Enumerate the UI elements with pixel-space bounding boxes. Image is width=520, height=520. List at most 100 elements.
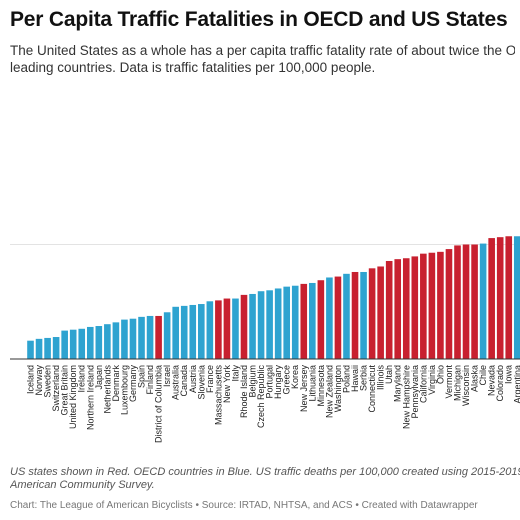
tick-label-united-kingdom: United Kingdom [68,365,78,429]
tick-label-czech-republic: Czech Republic [256,365,266,429]
tick-label-iowa: Iowa [504,365,514,384]
bar-argentina [513,236,520,359]
bar-luxembourg [121,319,128,359]
bar-finland [146,315,154,359]
bar-netherlands [104,324,111,359]
bar-spain [138,316,145,359]
note-line-1: US states shown in Red. OECD countries i… [10,466,520,478]
tick-label-nevada: Nevada [487,365,497,396]
tick-label-canada: Canada [179,365,189,397]
bar-chile [479,243,487,359]
bar-ohio [437,251,444,359]
tick-label-vermont: Vermont [444,365,454,399]
bar-japan [95,326,103,359]
bar-minnesota [317,280,325,359]
tick-label-northern-ireland: Northern Ireland [85,365,95,430]
bar-denmark [112,322,120,359]
bar-colorado [496,237,504,359]
tick-label-greece: Greece [282,365,292,395]
bar-korea [291,285,299,359]
tick-label-italy: Italy [230,365,240,382]
tick-label-new-hampshire: New Hampshire [401,365,411,429]
bar-portugal [266,290,273,359]
tick-label-portugal: Portugal [265,365,275,399]
tick-label-belgium: Belgium [248,365,258,398]
bar-district-of-columbia [155,315,162,359]
bar-belgium [249,293,256,359]
tick-label-michigan: Michigan [453,365,463,401]
tick-label-slovenia: Slovenia [196,365,206,400]
tick-label-pennsylvania: Pennsylvania [410,365,420,419]
bar-pennsylvania [411,256,419,359]
tick-label-new-jersey: New Jersey [299,365,309,413]
tick-label-colorado: Colorado [495,365,505,402]
tick-label-new-zealand: New Zealand [324,365,334,418]
bar-greece [283,286,290,359]
chart-subtitle: The United States as a whole has a per c… [10,42,515,76]
tick-label-virginia: Virginia [427,365,437,395]
tick-label-australia: Australia [171,365,181,400]
bar-austria [189,304,197,359]
tick-label-poland: Poland [341,365,351,393]
tick-label-sweden: Sweden [43,365,53,398]
bar-new-jersey [300,283,308,359]
tick-label-luxembourg: Luxembourg [119,365,129,415]
tick-label-washington: Washington [333,365,343,412]
subtitle-line-1: The United States as a whole has a per c… [10,43,515,58]
tick-label-netherlands: Netherlands [102,365,112,414]
tick-label-hungary: Hungary [273,365,283,400]
tick-label-new-york: New York [222,365,232,404]
bar-massachusetts [215,300,222,359]
bar-serbia [360,271,367,359]
bar-switzerland [52,337,60,359]
bar-new-york [223,298,231,359]
tick-label-germany: Germany [128,365,138,403]
bar-alaska [471,244,478,359]
bar-great-britain [61,330,68,359]
tick-label-ohio: Ohio [435,365,445,384]
note-line-2: American Community Survey. [10,479,155,491]
bars [27,236,520,359]
tick-label-austria: Austria [188,365,198,393]
bar-france [206,301,214,359]
bar-new-hampshire [402,258,410,359]
subtitle-line-2: leading countries. Data is traffic fatal… [10,60,376,75]
tick-label-great-britain: Great Britain [60,365,70,416]
tick-label-utah: Utah [384,365,394,384]
bar-poland [343,273,350,359]
bar-slovenia [198,304,205,359]
chart-title: Per Capita Traffic Fatalities in OECD an… [10,8,508,31]
bar-connecticut [368,268,376,359]
bar-australia [172,306,179,359]
tick-label-alaska: Alaska [470,365,480,392]
bar-nevada [488,238,495,359]
tick-label-france: France [205,365,215,393]
tick-label-california: California [418,365,428,403]
tick-label-chile: Chile [478,365,488,386]
chart-notes: US states shown in Red. OECD countries i… [10,466,520,492]
bar-ireland [78,328,86,359]
bar-iceland [27,340,34,359]
tick-label-spain: Spain [137,365,147,388]
bar-hungary [274,288,282,359]
bar-vermont [445,249,453,359]
bar-virginia [428,252,436,359]
tick-label-japan: Japan [94,365,104,390]
bar-canada [180,305,188,359]
bar-united-kingdom [69,329,77,359]
tick-label-hawaii: Hawaii [350,365,360,392]
bar-lithuania [309,282,316,359]
tick-label-serbia: Serbia [359,365,369,391]
tick-label-illinois: Illinois [376,365,386,391]
bar-california [420,253,427,359]
bar-norway [35,338,43,359]
bar-iowa [505,236,513,359]
bar-rhode-island [240,294,248,359]
bar-sweden [44,337,51,359]
bar-utah [385,260,393,359]
bar-hawaii [351,271,359,359]
bar-illinois [377,266,384,359]
tick-label-minnesota: Minnesota [316,365,326,407]
tick-label-district-of-columbia: District of Columbia [154,365,164,443]
